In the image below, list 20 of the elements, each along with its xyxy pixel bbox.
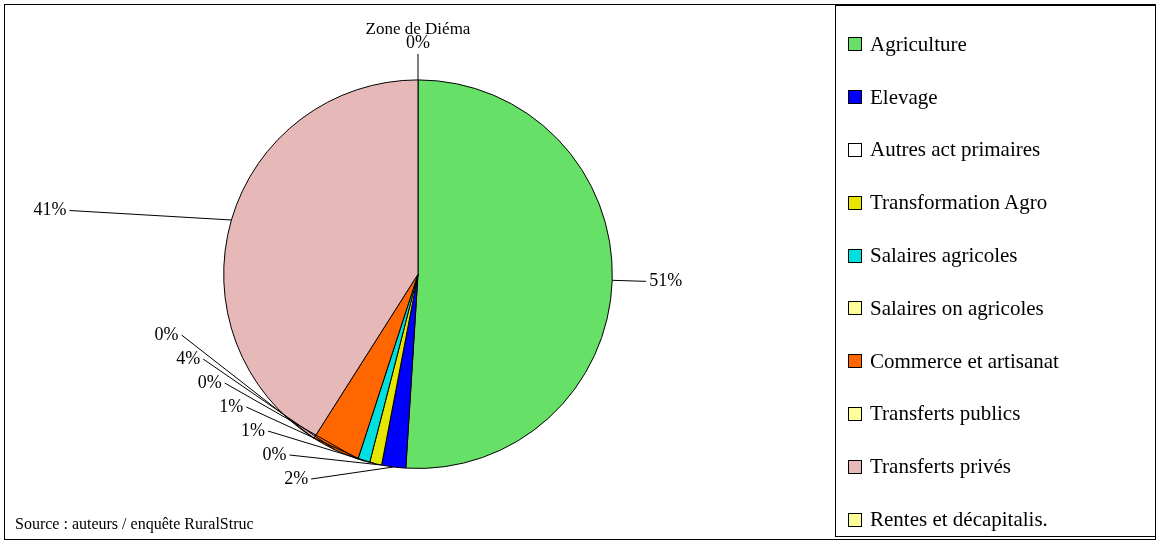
- text: 0%: [154, 323, 179, 344]
- data-label: 4%: [176, 347, 201, 368]
- text: 0%: [262, 443, 287, 464]
- data-label: 51%: [649, 270, 683, 291]
- data-label: 1%: [219, 395, 244, 416]
- legend-label: Salaires agricoles: [870, 243, 1018, 269]
- legend-label: Elevage: [870, 84, 938, 110]
- legend-label: Transformation Agro: [870, 190, 1048, 216]
- data-label: 2%: [284, 467, 309, 488]
- text: 0%: [197, 371, 222, 392]
- legend-label: Agriculture: [870, 31, 967, 57]
- source-note: Source : auteurs / enquête RuralStruc: [15, 515, 254, 534]
- legend-label: Transferts privés: [870, 454, 1011, 480]
- legend-label: Transferts publics: [870, 401, 1021, 427]
- data-label: 1%: [240, 419, 265, 440]
- legend-label: Rentes et décapitalis.: [870, 507, 1048, 533]
- legend-label: Autres act primaires: [870, 137, 1041, 163]
- data-label: 41%: [33, 199, 67, 220]
- legend-label: Commerce et artisanat: [870, 348, 1059, 374]
- legend-label: Salaires on agricoles: [870, 295, 1044, 321]
